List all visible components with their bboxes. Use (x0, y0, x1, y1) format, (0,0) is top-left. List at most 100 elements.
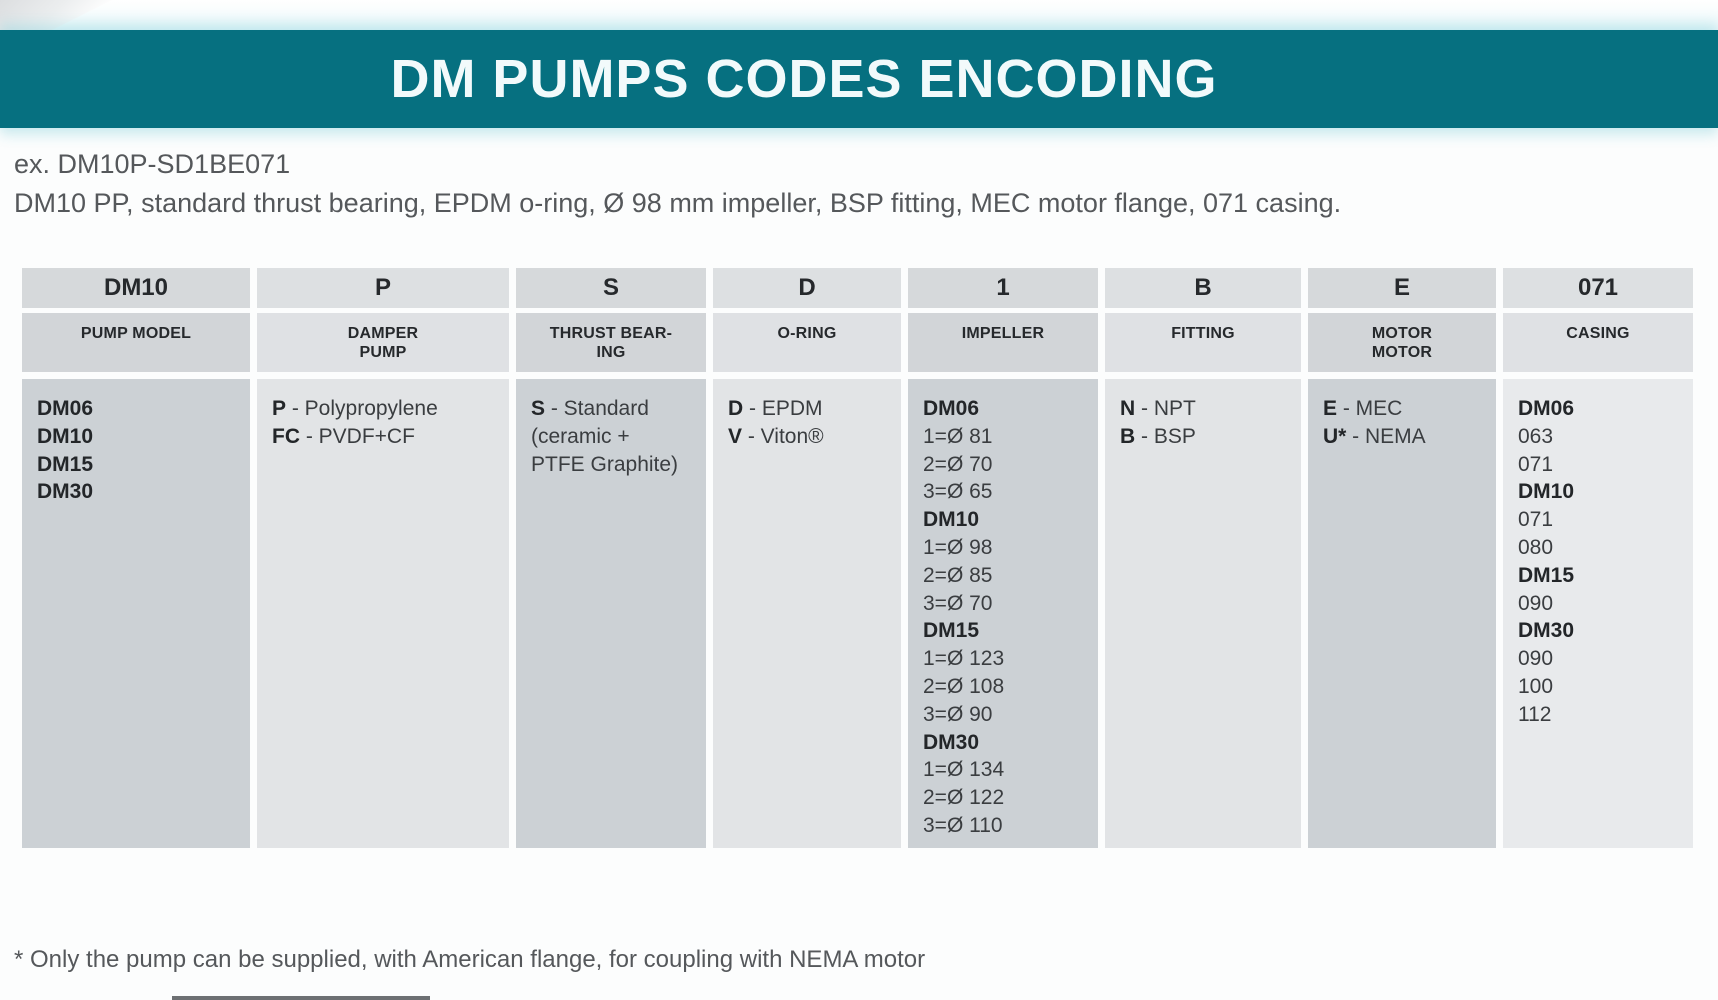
body-line: 2=Ø 108 (923, 674, 1005, 698)
table-column-damper-pump: P DAMPER PUMP P - Polypropylene FC - PVDF+CF (257, 268, 509, 848)
body-line: 3=Ø 90 (923, 702, 993, 726)
body-line: DM10 (1518, 478, 1687, 506)
body-line-code: DM06 (1518, 397, 1575, 420)
body-line-code: V (728, 424, 743, 448)
code-cell-motor: E (1308, 268, 1496, 308)
body-line-code: DM30 (37, 480, 94, 504)
label-cell-damper-pump: DAMPER PUMP (257, 313, 509, 372)
code-cell-impeller: 1 (908, 268, 1098, 308)
code-cell-fitting: B (1105, 268, 1301, 308)
body-line: U* - NEMA (1323, 424, 1426, 448)
body-cell-impeller: DM06 1=Ø 81 2=Ø 70 3=Ø 65 DM10 1=Ø 98 2=Ø 85 3=… (908, 379, 1098, 848)
body-line-code: S (531, 397, 546, 420)
label-cell-fitting: FITTING (1105, 313, 1301, 372)
cropped-content-bar (172, 996, 430, 1000)
label-line: MOTOR (1371, 325, 1433, 342)
example-description: DM10 PP, standard thrust bearing, EPDM o… (14, 188, 1342, 218)
body-line: DM30 (37, 478, 244, 506)
body-line: DM30 (923, 729, 1092, 757)
example-code: ex. DM10P-SD1BE071 (14, 149, 291, 179)
body-line: 2=Ø 70 (923, 452, 993, 476)
table-column-o-ring: D O-RING D - EPDM V - Viton® (713, 268, 901, 848)
code-cell-o-ring: D (713, 268, 901, 308)
label-line: DAMPER (347, 325, 419, 342)
body-line: DM10 (37, 423, 244, 451)
body-line: (ceramic + (531, 424, 630, 448)
example-block: ex. DM10P-SD1BE071 DM10 PP, standard thr… (14, 145, 1341, 223)
body-line-code: DM15 (37, 452, 94, 476)
body-cell-motor: E - MEC U* - NEMA (1308, 379, 1496, 848)
top-strip (0, 0, 1718, 56)
body-line: 090 (1518, 647, 1554, 671)
label-line: THRUST BEAR- (549, 325, 673, 342)
label-line: PUMP MODEL (80, 325, 192, 342)
body-line-code: N (1120, 397, 1136, 420)
body-cell-damper-pump: P - Polypropylene FC - PVDF+CF (257, 379, 509, 848)
label-cell-thrust-bearing: THRUST BEAR- ING (516, 313, 706, 372)
body-line: 1=Ø 81 (923, 424, 993, 448)
body-cell-casing: DM06 063 071 DM10 071 080 DM15 090 DM30 090 100 112 (1503, 379, 1693, 848)
label-line: O-RING (777, 325, 837, 342)
codes-table: DM10 PUMP MODEL DM06 DM10 DM15 DM30 P DAMPER PUM… (22, 268, 1693, 848)
body-line: 3=Ø 110 (923, 813, 1003, 837)
body-line: DM15 (923, 617, 1092, 645)
body-line: DM10 (923, 506, 1092, 534)
label-line: ING (596, 344, 626, 361)
label-line: PUMP (359, 344, 407, 361)
code-cell-casing: 071 (1503, 268, 1693, 308)
body-line: 063 (1518, 424, 1554, 448)
body-line-code: D (728, 397, 744, 420)
body-line: 2=Ø 122 (923, 786, 1005, 810)
body-cell-pump-model: DM06 DM10 DM15 DM30 (22, 379, 250, 848)
body-cell-o-ring: D - EPDM V - Viton® (713, 379, 901, 848)
label-line: IMPELLER (961, 325, 1045, 342)
body-line-code: DM10 (1518, 480, 1575, 504)
body-line: DM06 (37, 395, 244, 423)
body-line: 1=Ø 98 (923, 535, 993, 559)
body-line-code: DM30 (1518, 619, 1575, 643)
body-line: B - BSP (1120, 424, 1196, 448)
body-line: 1=Ø 134 (923, 758, 1005, 782)
code-cell-damper-pump: P (257, 268, 509, 308)
body-line: 100 (1518, 674, 1554, 698)
title-banner: DM PUMPS CODES ENCODING (0, 30, 1718, 128)
body-line-code: DM06 (37, 397, 94, 420)
body-line: 071 (1518, 508, 1554, 532)
body-line: 1=Ø 123 (923, 647, 1005, 671)
table-column-impeller: 1 IMPELLER DM06 1=Ø 81 2=Ø 70 3=Ø 65 DM10 1=Ø 9… (908, 268, 1098, 848)
body-line-code: DM30 (923, 730, 980, 754)
body-line: 090 (1518, 591, 1554, 615)
body-cell-fitting: N - NPT B - BSP (1105, 379, 1301, 848)
body-line: E - MEC (1323, 397, 1403, 420)
code-cell-thrust-bearing: S (516, 268, 706, 308)
body-line-code: DM06 (923, 397, 980, 420)
body-line-code: DM15 (1518, 563, 1575, 587)
table-column-fitting: B FITTING N - NPT B - BSP (1105, 268, 1301, 848)
label-cell-casing: CASING (1503, 313, 1693, 372)
label-cell-pump-model: PUMP MODEL (22, 313, 250, 372)
table-column-casing: 071 CASING DM06 063 071 DM10 071 080 DM15 090 DM30… (1503, 268, 1693, 848)
table-column-motor: E MOTOR MOTOR E - MEC U* - NEMA (1308, 268, 1496, 848)
label-line: FITTING (1171, 325, 1235, 342)
body-line: DM15 (1518, 562, 1687, 590)
label-cell-o-ring: O-RING (713, 313, 901, 372)
body-line: S - Standard (531, 397, 649, 420)
body-line: N - NPT (1120, 397, 1196, 420)
body-line-code: FC (272, 424, 300, 448)
code-cell-pump-model: DM10 (22, 268, 250, 308)
body-line: 2=Ø 85 (923, 563, 993, 587)
body-cell-thrust-bearing: S - Standard (ceramic + PTFE Graphite) (516, 379, 706, 848)
body-line: 3=Ø 70 (923, 591, 993, 615)
body-line-code: DM10 (923, 508, 980, 532)
body-line-code: B (1120, 424, 1136, 448)
table-column-pump-model: DM10 PUMP MODEL DM06 DM10 DM15 DM30 (22, 268, 250, 848)
body-line: P - Polypropylene (272, 397, 438, 420)
label-cell-impeller: IMPELLER (908, 313, 1098, 372)
body-line: FC - PVDF+CF (272, 424, 415, 448)
body-line: 3=Ø 65 (923, 480, 993, 504)
body-line: D - EPDM (728, 397, 823, 420)
label-line: CASING (1566, 325, 1630, 342)
body-line: DM30 (1518, 617, 1687, 645)
body-line-code: P (272, 397, 287, 420)
